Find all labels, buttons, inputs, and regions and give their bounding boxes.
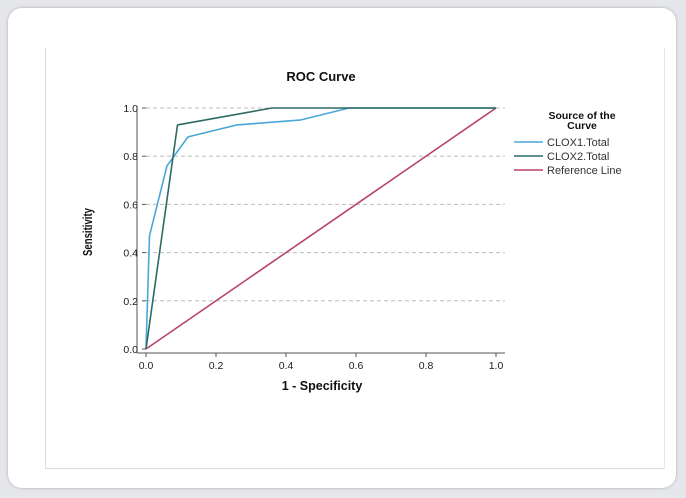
y-axis-title: Sensitivity <box>81 208 95 256</box>
x-axis-title: 1 - Specificity <box>282 379 363 393</box>
y-tick-label: 0.4 <box>123 248 138 260</box>
y-tick-label: 1.0 <box>123 103 138 115</box>
legend: Source of the Curve CLOX1.Total CLOX2.Tot… <box>514 110 622 177</box>
series-lines <box>145 107 497 350</box>
x-tick-label: 1.0 <box>489 360 504 372</box>
axes <box>136 106 505 357</box>
y-tick-label: 0.6 <box>123 199 138 211</box>
chart-title: ROC Curve <box>286 69 355 84</box>
x-tick-label: 0.2 <box>209 360 224 372</box>
x-tick-label: 0.0 <box>139 360 154 372</box>
y-tick-label: 0.8 <box>123 151 138 163</box>
x-tick-label: 0.4 <box>279 360 294 372</box>
y-tick-labels: 0.0 0.2 0.4 0.6 0.8 1.0 <box>123 103 138 356</box>
series-line-reference-line <box>145 107 497 350</box>
legend-label: CLOX1.Total <box>547 137 609 149</box>
legend-label: CLOX2.Total <box>547 151 609 163</box>
series-line-clox1-total <box>145 107 496 350</box>
x-tick-label: 0.8 <box>419 360 434 372</box>
y-tick-label: 0.2 <box>123 296 138 308</box>
x-tick-label: 0.6 <box>349 360 364 372</box>
legend-title-line1: Source of the <box>548 110 615 122</box>
gridlines <box>146 107 505 302</box>
y-tick-label: 0.0 <box>123 344 138 356</box>
series-line-clox2-total <box>145 107 496 350</box>
x-tick-labels: 0.0 0.2 0.4 0.6 0.8 1.0 <box>139 360 504 372</box>
slide-background <box>8 8 676 488</box>
legend-title-line2: Curve <box>567 120 597 132</box>
legend-label: Reference Line <box>547 165 622 177</box>
